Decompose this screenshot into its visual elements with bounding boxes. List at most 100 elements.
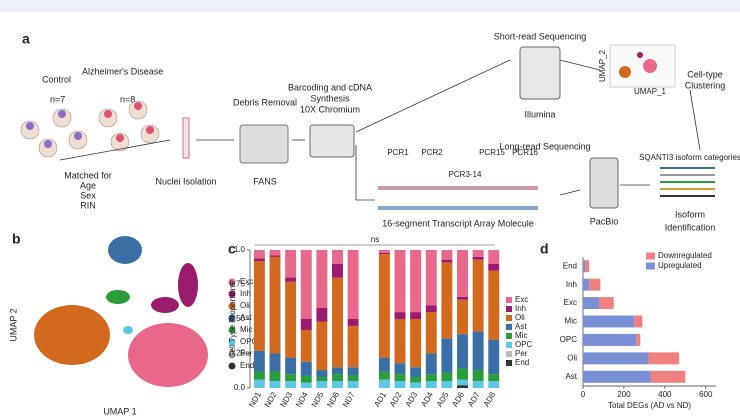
legend-label: Mic [515, 331, 527, 340]
bar-segment [269, 256, 281, 354]
bar-segment [425, 305, 437, 313]
bar-segment [316, 307, 328, 322]
bar-segment [589, 278, 601, 291]
bar-segment [378, 254, 390, 358]
arrows [59, 59, 701, 201]
cluster [151, 297, 179, 313]
x-tick-label: ND2 [263, 390, 279, 409]
x-tick-label: AD5 [435, 390, 451, 408]
bar-segment [599, 297, 614, 310]
bar-segment [285, 357, 297, 375]
bar-segment [488, 250, 500, 264]
bar-segment [285, 250, 297, 278]
legend-label: Per [240, 349, 253, 358]
legend-swatch [506, 306, 512, 312]
bar-segment [457, 379, 468, 386]
bar-segment [347, 375, 359, 382]
bar-segment [316, 381, 328, 388]
x-tick-label: 600 [699, 390, 713, 399]
legend-swatch [646, 252, 655, 260]
bar-segment [650, 370, 686, 383]
mini-cluster [637, 52, 643, 58]
y-tick-label: OPC [560, 335, 578, 344]
x-tick-label: AD7 [466, 390, 482, 408]
bar-segment [316, 250, 328, 308]
x-tick-label: AD3 [404, 390, 420, 408]
bar-segment [410, 312, 422, 319]
label: Sex [80, 190, 96, 200]
panel-label: d [540, 241, 549, 257]
label: 10X Chromium [300, 104, 360, 114]
axis-label: UMAP 1 [103, 406, 136, 416]
bar-segment [269, 381, 281, 388]
bar-segment [472, 259, 484, 332]
bar-segment [378, 252, 390, 255]
bar-segment [583, 260, 586, 273]
cluster [123, 326, 133, 334]
bar-segment [285, 381, 297, 388]
cluster [108, 236, 142, 264]
annotation: ns [371, 235, 379, 244]
y-tick-label: Ast [565, 372, 577, 381]
brains-ad [104, 102, 154, 142]
label: Debris Removal [233, 97, 297, 107]
bar-segment [410, 382, 422, 388]
axis-label: Total DEGs (AD vs ND) [608, 401, 691, 410]
legend-label: Exc [240, 277, 253, 286]
panel-label: c [228, 241, 236, 257]
bar-segment [394, 363, 406, 375]
legend-label: End [240, 361, 254, 370]
bar-segment [253, 250, 265, 259]
bar-segment [253, 371, 265, 380]
bar-segment [457, 299, 468, 335]
legend-label: OPC [515, 340, 533, 349]
legend-swatch [228, 326, 236, 334]
bar-segment [300, 361, 312, 376]
label: SQANTI3 isoform categories [639, 153, 740, 162]
bar-segment [300, 382, 312, 388]
mini-cluster [619, 66, 631, 78]
bar-segment [332, 277, 343, 368]
label: Age [80, 180, 96, 190]
label: PCR3-14 [449, 170, 482, 179]
array-strand [378, 186, 538, 190]
bar-segment [636, 333, 641, 346]
legend-swatch [228, 290, 236, 298]
label: RIN [80, 200, 96, 210]
bar-segment [253, 379, 265, 388]
mini-cluster [643, 59, 657, 73]
legend-label: Mic [240, 325, 252, 334]
legend-swatch [506, 360, 512, 366]
bar-segment [378, 379, 390, 388]
bar-segment [269, 255, 281, 257]
chromium [309, 124, 355, 158]
isoform-lines [660, 167, 715, 197]
pacbio-machine [589, 157, 619, 209]
x-tick-label: ND1 [247, 390, 263, 409]
cluster [106, 290, 130, 304]
bar-segment [488, 381, 500, 388]
label: Barcoding and cDNA [288, 82, 372, 92]
x-tick-label: 0 [581, 390, 586, 399]
x-tick-label: ND3 [278, 390, 294, 409]
label: Nuclei Isolation [155, 176, 216, 186]
bar-segment [332, 374, 343, 382]
bar-segment [425, 250, 437, 306]
x-tick-label: AD8 [482, 390, 498, 408]
bar-segment [332, 367, 343, 375]
bar-segment [583, 333, 637, 346]
label: Synthesis [310, 93, 350, 103]
cluster [128, 323, 208, 387]
bar-segment [378, 250, 390, 253]
bar-segment [457, 368, 468, 380]
legend-label: Upregulated [658, 261, 702, 270]
x-tick-label: AD4 [419, 390, 435, 408]
bar-segment [300, 250, 312, 319]
legend-label: OPC [240, 337, 258, 346]
label: n=8 [120, 94, 135, 104]
x-tick-label: 200 [617, 390, 631, 399]
axis-label: UMAP_2 [598, 49, 607, 82]
legend-label: Inh [240, 289, 251, 298]
bar-segment [634, 315, 643, 328]
label: Short-read Sequencing [494, 31, 587, 41]
